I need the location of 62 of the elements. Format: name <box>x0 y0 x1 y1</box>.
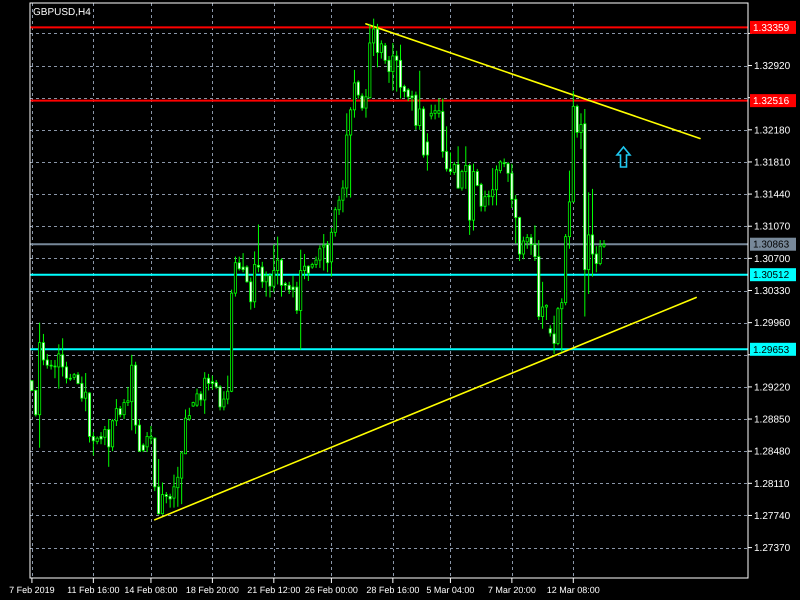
ref-line-label: 1.29653 <box>753 344 790 356</box>
candlestick <box>146 432 149 453</box>
y-tick-label: 1.29220 <box>754 382 791 394</box>
chart-title: GBPUSD,H4 <box>33 7 92 18</box>
candlestick <box>487 190 490 206</box>
candlestick <box>160 482 164 516</box>
candlestick <box>448 152 452 176</box>
candlestick <box>203 372 206 414</box>
x-tick-label: 5 Mar 04:00 <box>426 585 474 595</box>
ref-line-label: 1.33359 <box>753 22 790 34</box>
candlestick <box>218 384 222 411</box>
candlestick <box>391 42 394 92</box>
candlestick <box>306 264 310 282</box>
candlestick <box>107 418 110 468</box>
candlestick <box>196 388 199 408</box>
y-tick-label: 1.28480 <box>754 446 791 458</box>
x-tick-label: 18 Feb 20:00 <box>186 585 239 595</box>
ref-line-label: 1.30512 <box>753 270 790 282</box>
candlestick <box>322 234 326 272</box>
y-tick-label: 1.30330 <box>754 286 791 297</box>
x-tick-label: 21 Feb 12:00 <box>247 585 300 595</box>
candlestick <box>590 188 594 278</box>
candlestick <box>530 234 533 256</box>
y-tick-label: 1.32180 <box>754 125 791 136</box>
y-tick-label: 1.29960 <box>754 318 791 330</box>
candlestick <box>172 474 176 508</box>
candlestick <box>430 104 433 120</box>
candlestick <box>395 50 398 92</box>
candlestick <box>264 270 268 298</box>
candlestick <box>456 146 460 190</box>
candlestick <box>100 432 103 445</box>
candlestick <box>544 304 548 321</box>
ref-line-label: 1.32516 <box>753 96 790 108</box>
candlestick <box>210 375 214 390</box>
y-tick-label: 1.27740 <box>754 510 791 522</box>
ref-line-label: 1.30863 <box>753 240 790 251</box>
y-tick-label: 1.28850 <box>754 414 791 426</box>
y-tick-label: 1.30700 <box>754 254 791 265</box>
x-tick-label: 28 Feb 16:00 <box>366 585 420 595</box>
candlestick <box>118 406 122 418</box>
candlestick <box>494 164 498 206</box>
candlestick <box>103 426 106 446</box>
candlestick <box>288 281 291 294</box>
candlestick <box>61 338 64 377</box>
y-tick-label: 1.27370 <box>754 543 791 554</box>
x-tick-label: 26 Feb 00:00 <box>304 585 358 595</box>
y-tick-label: 1.28110 <box>754 478 790 490</box>
candlestick <box>376 23 379 68</box>
candlestick <box>434 104 437 120</box>
y-tick-label: 1.31440 <box>754 190 791 201</box>
x-tick-label: 7 Mar 20:00 <box>488 585 536 595</box>
candlestick <box>406 88 410 102</box>
y-tick-label: 1.32920 <box>754 61 791 72</box>
candlestick <box>122 398 126 420</box>
x-tick-label: 11 Feb 16:00 <box>67 585 120 595</box>
x-tick-label: 12 Mar 08:00 <box>546 585 600 595</box>
candlestick <box>268 272 272 298</box>
x-tick-label: 7 Feb 2019 <box>9 585 55 595</box>
candlestick <box>491 168 494 206</box>
y-tick-label: 1.31070 <box>754 222 791 233</box>
y-tick-label: 1.31810 <box>754 157 791 168</box>
x-tick-label: 14 Feb 08:00 <box>124 585 178 595</box>
